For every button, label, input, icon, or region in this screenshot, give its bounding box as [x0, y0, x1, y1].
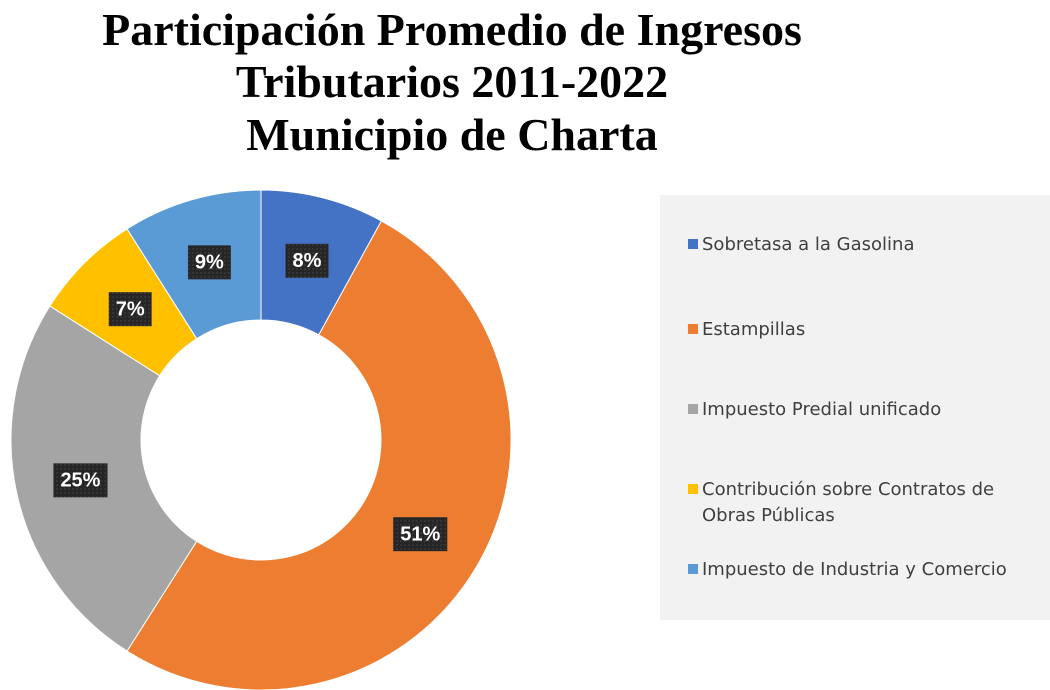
value-label-group: 8%	[285, 243, 329, 278]
legend-label: Sobretasa a la Gasolina	[702, 234, 915, 255]
value-label: 25%	[60, 470, 100, 492]
value-label: 9%	[195, 252, 224, 274]
slice	[126, 220, 512, 690]
legend-label: Estampillas	[702, 319, 806, 340]
legend-swatch	[688, 564, 698, 574]
value-label-box	[393, 517, 448, 552]
value-label-group: 51%	[393, 517, 448, 552]
value-label: 51%	[400, 523, 440, 545]
legend-label: Contribución sobre Contratos de Obras Pú…	[702, 479, 995, 526]
value-label-box	[187, 245, 231, 280]
legend-item: Estampillas	[688, 317, 1042, 343]
chart-title: Participación Promedio de Ingresos	[102, 4, 802, 55]
chart-title: Tributarios 2011-2022	[236, 56, 668, 107]
legend-item: Impuesto Predial unificado	[688, 397, 1042, 423]
value-label: 8%	[293, 250, 322, 272]
legend-swatch	[688, 404, 698, 414]
value-label-group: 7%	[108, 292, 152, 327]
legend-label: Impuesto Predial unificado	[702, 399, 942, 420]
legend-label: Impuesto de Industria y Comercio	[702, 559, 1007, 580]
chart-title: Municipio de Charta	[246, 109, 657, 160]
value-label-group: 25%	[53, 463, 108, 498]
value-label: 7%	[116, 298, 145, 320]
value-label-group: 9%	[187, 245, 231, 280]
legend-swatch	[688, 324, 698, 334]
legend-swatch	[688, 484, 698, 494]
legend-item: Contribución sobre Contratos de Obras Pú…	[688, 477, 1042, 529]
value-label-box	[53, 463, 108, 498]
value-label-box	[285, 243, 329, 278]
value-label-box	[108, 292, 152, 327]
legend-item: Sobretasa a la Gasolina	[688, 232, 1042, 258]
legend-swatch	[688, 239, 698, 249]
legend-item: Impuesto de Industria y Comercio	[688, 557, 1042, 583]
legend: Sobretasa a la Gasolina Estampillas Impues…	[660, 195, 1050, 620]
